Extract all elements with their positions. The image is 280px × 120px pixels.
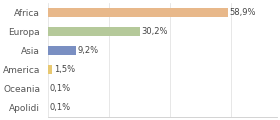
Text: 0,1%: 0,1% bbox=[50, 103, 71, 112]
Text: 30,2%: 30,2% bbox=[142, 27, 168, 36]
Bar bbox=[48, 8, 228, 17]
Text: 0,1%: 0,1% bbox=[50, 84, 71, 93]
Text: 1,5%: 1,5% bbox=[54, 65, 75, 74]
Text: 58,9%: 58,9% bbox=[230, 8, 256, 17]
Bar bbox=[48, 65, 52, 74]
Bar bbox=[48, 27, 140, 36]
Text: 9,2%: 9,2% bbox=[78, 46, 99, 55]
Bar bbox=[48, 46, 76, 55]
